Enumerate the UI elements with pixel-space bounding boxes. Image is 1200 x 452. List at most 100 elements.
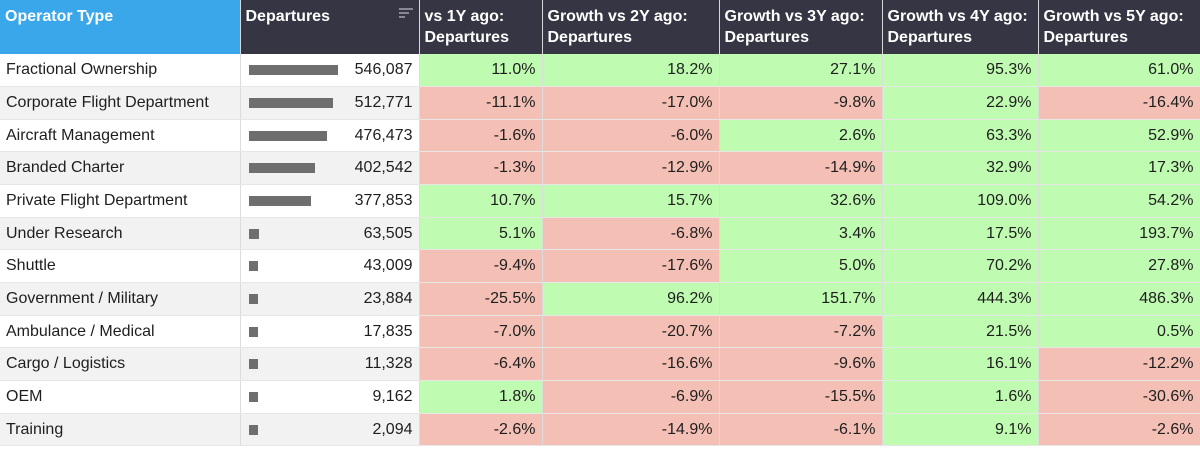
growth-5y-cell: 52.9%	[1038, 119, 1200, 153]
departures-cell: 402,542	[240, 151, 420, 186]
growth-3y-cell: 27.1%	[719, 54, 883, 88]
growth-3y-cell: -9.6%	[719, 347, 883, 382]
departures-bar	[248, 424, 258, 435]
column-header-departures[interactable]: Departures	[240, 0, 420, 54]
departures-bar	[248, 97, 333, 108]
departures-bar	[248, 228, 259, 239]
column-header-operator-type[interactable]: Operator Type	[0, 0, 241, 54]
departures-bar-track	[248, 65, 345, 76]
departures-cell: 9,162	[240, 380, 420, 414]
column-header-growth-4y[interactable]: Growth vs 4Y ago: Departures	[882, 0, 1039, 54]
departures-bar	[248, 326, 258, 337]
departures-cell: 43,009	[240, 249, 420, 284]
growth-5y-cell: 27.8%	[1038, 249, 1200, 284]
sort-icon[interactable]	[398, 8, 413, 18]
departures-value: 11,328	[364, 355, 413, 373]
table-row[interactable]: Cargo / Logistics 11,328 -6.4% -16.6% -9.6% 1…	[0, 347, 1200, 382]
table-row[interactable]: Private Flight Department 377,853 10.7% 15.…	[0, 184, 1200, 218]
growth-5y-cell: 17.3%	[1038, 151, 1200, 186]
growth-5y-cell: 193.7%	[1038, 217, 1200, 251]
growth-2y-cell: -17.6%	[542, 249, 720, 284]
column-header-growth-5y[interactable]: Growth vs 5Y ago: Departures	[1038, 0, 1200, 54]
departures-bar-track	[248, 97, 345, 108]
growth-3y-cell: 151.7%	[719, 282, 883, 316]
departures-bar	[248, 391, 258, 402]
table-row[interactable]: Corporate Flight Department 512,771 -11.1%…	[0, 86, 1200, 120]
table-row[interactable]: Ambulance / Medical 17,835 -7.0% -20.7% -7.2…	[0, 315, 1200, 349]
growth-2y-cell: 96.2%	[542, 282, 720, 316]
departures-cell: 17,835	[240, 315, 420, 349]
operator-type-cell: Cargo / Logistics	[0, 347, 241, 382]
operator-type-cell: Government / Military	[0, 282, 241, 316]
growth-2y-cell: 18.2%	[542, 54, 720, 88]
column-header-growth-2y[interactable]: Growth vs 2Y ago: Departures	[542, 0, 720, 54]
growth-1y-cell: -9.4%	[419, 249, 543, 284]
departures-bar-track	[248, 261, 345, 272]
growth-4y-cell: 32.9%	[882, 151, 1039, 186]
departures-bar	[248, 130, 327, 141]
operator-type-cell: Private Flight Department	[0, 184, 241, 218]
growth-2y-cell: 15.7%	[542, 184, 720, 218]
departures-bar	[248, 163, 315, 174]
growth-1y-cell: 1.8%	[419, 380, 543, 414]
growth-1y-cell: 11.0%	[419, 54, 543, 88]
growth-5y-cell: 486.3%	[1038, 282, 1200, 316]
departures-value: 17,835	[363, 322, 413, 340]
departures-cell: 23,884	[240, 282, 420, 316]
growth-2y-cell: -14.9%	[542, 413, 720, 447]
growth-4y-cell: 1.6%	[882, 380, 1039, 414]
operator-type-cell: Under Research	[0, 217, 241, 251]
departures-value: 512,771	[354, 93, 413, 111]
operator-type-cell: Training	[0, 413, 241, 447]
growth-4y-cell: 16.1%	[882, 347, 1039, 382]
growth-3y-cell: -14.9%	[719, 151, 883, 186]
growth-4y-cell: 109.0%	[882, 184, 1039, 218]
growth-4y-cell: 9.1%	[882, 413, 1039, 447]
growth-3y-cell: 2.6%	[719, 119, 883, 153]
growth-3y-cell: 5.0%	[719, 249, 883, 284]
growth-4y-cell: 22.9%	[882, 86, 1039, 120]
table-row[interactable]: OEM 9,162 1.8% -6.9% -15.5% 1.6% -30.6%	[0, 380, 1200, 414]
departures-value: 377,853	[354, 191, 413, 209]
growth-3y-cell: 32.6%	[719, 184, 883, 218]
column-header-growth-3y[interactable]: Growth vs 3Y ago: Departures	[719, 0, 883, 54]
growth-2y-cell: -17.0%	[542, 86, 720, 120]
table-row[interactable]: Branded Charter 402,542 -1.3% -12.9% -14.9% 3…	[0, 151, 1200, 186]
growth-3y-cell: -9.8%	[719, 86, 883, 120]
departures-bar	[248, 293, 258, 304]
growth-3y-cell: -7.2%	[719, 315, 883, 349]
operator-type-cell: Fractional Ownership	[0, 54, 241, 88]
departures-bar-track	[248, 391, 345, 402]
growth-1y-cell: 10.7%	[419, 184, 543, 218]
growth-3y-cell: -6.1%	[719, 413, 883, 447]
departures-bar	[248, 261, 258, 272]
operator-type-cell: Aircraft Management	[0, 119, 241, 153]
table-row[interactable]: Under Research 63,505 5.1% -6.8% 3.4% 17.5% 19…	[0, 217, 1200, 251]
departures-value: 63,505	[363, 224, 413, 242]
table-row[interactable]: Shuttle 43,009 -9.4% -17.6% 5.0% 70.2% 27.8%	[0, 249, 1200, 284]
table-row[interactable]: Aircraft Management 476,473 -1.6% -6.0% 2.6%…	[0, 119, 1200, 153]
departures-bar	[248, 195, 311, 206]
growth-2y-cell: -6.0%	[542, 119, 720, 153]
departures-bar	[248, 65, 338, 76]
growth-2y-cell: -20.7%	[542, 315, 720, 349]
table-row[interactable]: Fractional Ownership 546,087 11.0% 18.2% 27.…	[0, 54, 1200, 88]
growth-1y-cell: -11.1%	[419, 86, 543, 120]
growth-2y-cell: -12.9%	[542, 151, 720, 186]
departures-bar-track	[248, 293, 345, 304]
operator-type-cell: OEM	[0, 380, 241, 414]
departures-value: 476,473	[354, 126, 413, 144]
column-header-growth-1y[interactable]: vs 1Y ago: Departures	[419, 0, 543, 54]
table-row[interactable]: Government / Military 23,884 -25.5% 96.2% 15…	[0, 282, 1200, 316]
departures-bar-track	[248, 326, 345, 337]
departures-bar	[248, 359, 258, 370]
column-header-departures-label: Departures	[245, 8, 330, 25]
growth-4y-cell: 444.3%	[882, 282, 1039, 316]
departures-cell: 476,473	[240, 119, 420, 153]
departures-cell: 63,505	[240, 217, 420, 251]
departures-cell: 11,328	[240, 347, 420, 382]
header-row: Operator Type Departures vs 1Y ago: Depa…	[0, 0, 1200, 54]
table-row[interactable]: Training 2,094 -2.6% -14.9% -6.1% 9.1% -2.6%	[0, 413, 1200, 447]
departures-cell: 2,094	[240, 413, 420, 447]
